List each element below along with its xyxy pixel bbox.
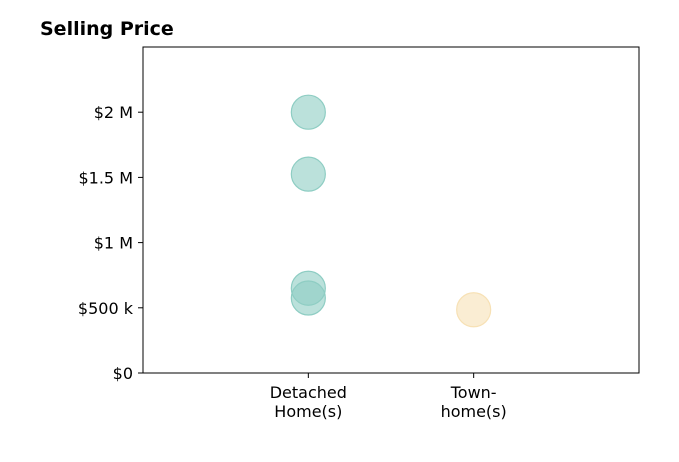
chart-title: Selling Price <box>40 18 174 40</box>
data-point <box>456 292 492 328</box>
x-tick-label: Home(s) <box>274 402 342 421</box>
y-tick-label: $1 M <box>94 234 133 253</box>
y-tick-label: $2 M <box>94 103 133 122</box>
x-tick-label: home(s) <box>441 402 507 421</box>
data-point <box>290 156 326 192</box>
data-point <box>290 94 326 130</box>
data-point <box>290 280 326 316</box>
x-tick-label: Detached <box>270 383 347 402</box>
x-tick-label: Town- <box>450 383 497 402</box>
y-tick-label: $500 k <box>78 299 134 318</box>
y-tick-label: $0 <box>113 364 133 383</box>
y-tick-label: $1.5 M <box>78 168 133 187</box>
axes-frame <box>142 46 640 374</box>
